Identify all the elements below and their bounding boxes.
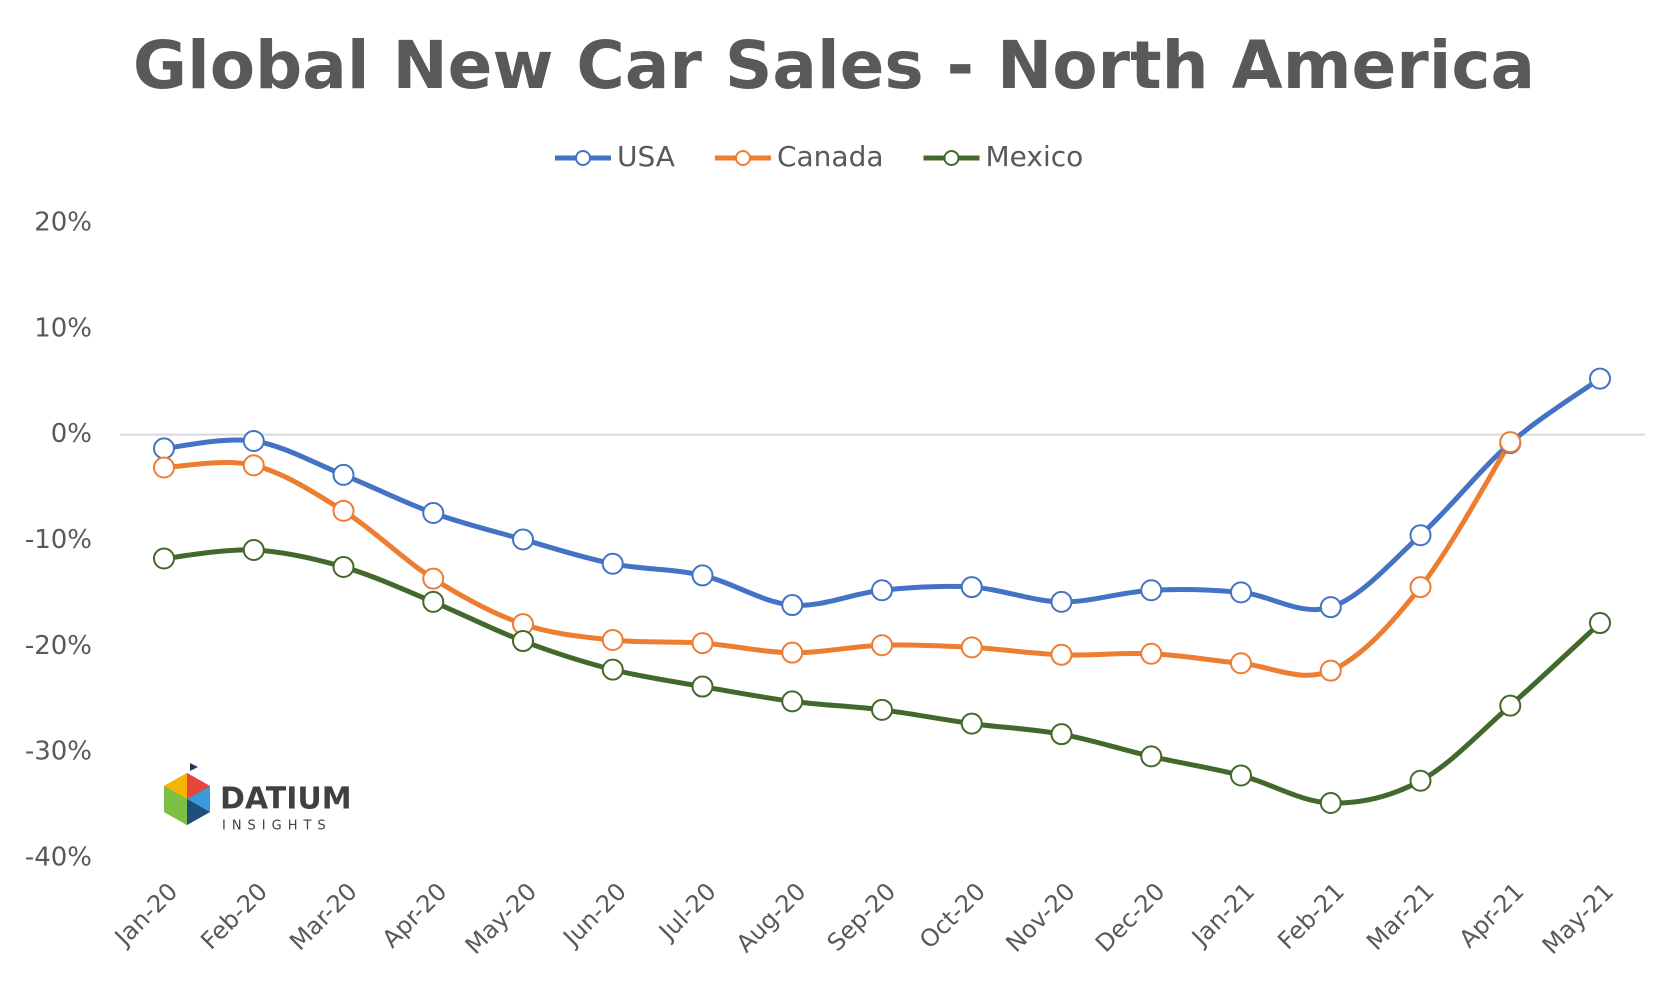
legend-marker — [575, 150, 591, 166]
point — [1050, 643, 1073, 666]
point — [601, 552, 624, 575]
point — [691, 564, 714, 587]
point — [422, 501, 445, 524]
point — [781, 690, 804, 713]
y-tick-label: 10% — [34, 313, 92, 343]
point — [601, 628, 624, 651]
legend-label: Canada — [777, 140, 884, 173]
point — [153, 547, 175, 570]
point — [691, 632, 714, 655]
x-tick-label: Apr-20 — [377, 877, 453, 953]
point — [512, 528, 534, 551]
x-tick-label: Nov-20 — [1001, 877, 1081, 957]
point — [781, 641, 804, 664]
point — [871, 634, 893, 657]
x-tick-label: Jun-20 — [556, 877, 631, 952]
point — [1589, 367, 1611, 390]
logo-tagline: INSIGHTS — [222, 819, 332, 834]
x-tick-label: Feb-21 — [1272, 877, 1350, 955]
point — [332, 499, 355, 522]
legend-marker — [734, 150, 751, 166]
y-tick-label: -20% — [25, 631, 92, 661]
point — [1589, 612, 1611, 635]
point — [1409, 769, 1432, 792]
point — [1319, 596, 1342, 619]
point — [332, 463, 355, 486]
legend-item: USA — [555, 140, 675, 173]
point — [871, 579, 893, 602]
point — [1050, 723, 1073, 746]
point — [1140, 579, 1163, 602]
series-line — [161, 439, 1513, 678]
point — [512, 630, 534, 653]
x-tick-label: Jan-21 — [1185, 877, 1260, 952]
logo-facet — [190, 763, 198, 771]
x-tick-label: Jul-20 — [652, 877, 721, 946]
point — [871, 698, 893, 721]
point — [242, 454, 265, 477]
point — [242, 539, 265, 562]
x-tick-label: Apr-21 — [1454, 877, 1530, 953]
legend-label: USA — [617, 140, 675, 173]
point — [1140, 642, 1163, 665]
point — [960, 576, 983, 599]
y-tick-label: -40% — [25, 843, 92, 873]
point — [242, 430, 265, 453]
x-tick-label: Mar-21 — [1361, 877, 1439, 955]
x-tick-label: Dec-20 — [1090, 877, 1170, 957]
point — [1499, 431, 1522, 454]
point — [1409, 576, 1432, 599]
point — [960, 636, 983, 659]
x-tick-label: Sep-20 — [822, 877, 902, 957]
y-tick-label: 0% — [51, 419, 92, 449]
point — [601, 658, 624, 681]
point — [332, 555, 355, 578]
x-tick-label: Jan-20 — [108, 877, 183, 952]
point — [691, 675, 714, 698]
logo: DATIUM INSIGHTS — [164, 763, 352, 834]
x-tick-label: May-20 — [460, 877, 542, 959]
point — [1319, 791, 1342, 814]
logo-name: DATIUM — [220, 782, 352, 817]
logo-facet — [187, 799, 210, 825]
logo-facet — [187, 773, 210, 799]
series-line — [161, 376, 1603, 613]
point — [1230, 764, 1252, 787]
y-tick-label: -10% — [25, 525, 92, 555]
x-tick-label: Feb-20 — [195, 877, 273, 955]
legend-label: Mexico — [986, 140, 1084, 173]
legend-item: Mexico — [923, 140, 1084, 173]
x-tick-label: Mar-20 — [284, 877, 362, 955]
point — [153, 456, 175, 479]
legend-item: Canada — [714, 140, 884, 173]
chart-title: Global New Car Sales - North America — [133, 27, 1535, 104]
x-tick-label: Aug-20 — [731, 877, 812, 958]
y-tick-label: 20% — [34, 208, 92, 238]
point — [1409, 524, 1432, 547]
point — [960, 712, 983, 735]
point — [153, 437, 175, 460]
x-tick-label: May-21 — [1537, 877, 1619, 959]
point — [1230, 581, 1252, 604]
point — [1050, 590, 1073, 613]
point — [422, 590, 445, 613]
point — [1319, 659, 1342, 682]
point — [1230, 652, 1252, 675]
y-tick-label: -30% — [25, 737, 92, 767]
point — [1140, 745, 1163, 768]
x-tick-label: Oct-20 — [914, 877, 991, 954]
point — [1499, 694, 1522, 717]
point — [422, 567, 445, 590]
legend-marker — [943, 150, 960, 166]
point — [781, 594, 804, 617]
logo-facet — [164, 773, 187, 799]
